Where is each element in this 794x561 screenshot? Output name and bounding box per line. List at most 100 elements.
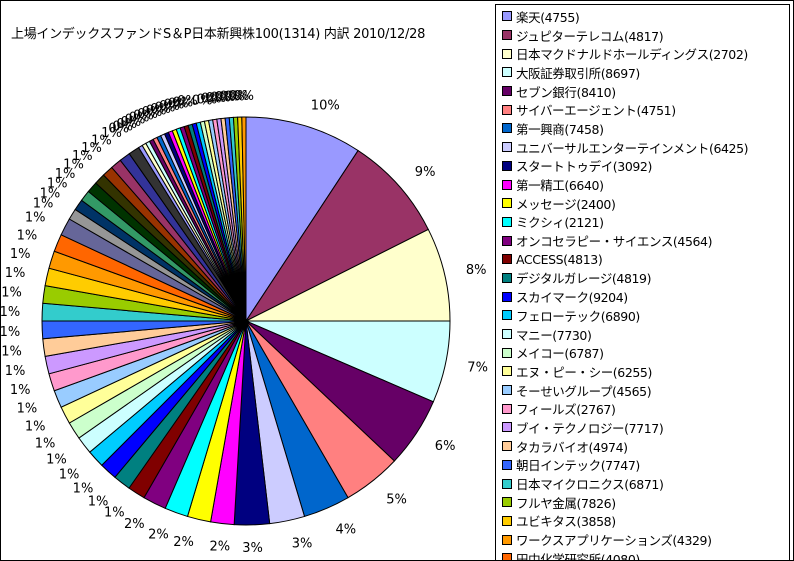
legend-label: フェローテック(6890) [516, 308, 640, 324]
legend-label: セブン銀行(8410) [516, 84, 616, 100]
pie-label-3: 8% [466, 263, 487, 278]
legend-item-29: ワークスアプリケーションズ(4329) [502, 530, 789, 549]
pie-label-other-24: 0% [168, 96, 189, 111]
pie-label-12: 2% [148, 527, 169, 542]
legend-label: 田中化学研究所(4080) [516, 551, 640, 560]
legend-label: ブイ・テクノロジー(7717) [516, 420, 664, 436]
pie-slice-2 [244, 149, 429, 323]
pie-label-other-13: 0% [120, 115, 141, 130]
legend-item-8: ユニバーサルエンターテインメント(6425) [502, 138, 789, 157]
legend-swatch [502, 235, 512, 246]
legend-label: メッセージ(2400) [516, 196, 616, 212]
legend-label: 第一興商(7458) [516, 121, 604, 137]
legend-swatch [502, 403, 512, 414]
pie-label-other-2: 1% [40, 186, 61, 201]
pie-label-9: 3% [242, 541, 263, 556]
pie-label-22: 1% [10, 383, 31, 398]
pie-label-20: 1% [25, 419, 46, 434]
pie-label-other-35: 0% [229, 89, 250, 104]
legend-swatch [502, 272, 512, 283]
pie-label-other-7: 1% [81, 141, 102, 156]
pie-label-other-28: 0% [196, 92, 217, 107]
legend-swatch [502, 385, 512, 396]
legend-item-21: そーせいグループ(4565) [502, 381, 789, 400]
legend-label: ジュピターテレコム(4817) [516, 28, 664, 44]
legend-item-27: フルヤ金属(7826) [502, 493, 789, 512]
pie-label-30: 1% [17, 229, 38, 244]
legend-label: ミクシィ(2121) [516, 215, 604, 231]
legend-swatch [502, 366, 512, 377]
pie-label-other-5: 1% [63, 158, 84, 173]
pie-label-4: 7% [467, 361, 488, 376]
legend-label: タカラバイオ(4974) [516, 439, 628, 455]
pie-label-14: 1% [104, 506, 125, 521]
legend-item-22: フィールズ(2767) [502, 399, 789, 418]
pie-label-15: 1% [88, 494, 109, 509]
legend-swatch [502, 553, 512, 560]
legend: 楽天(4755) ジュピターテレコム(4817) 日本マクドナルドホールディングス(… [495, 4, 790, 560]
legend-label: そーせいグループ(4565) [516, 383, 652, 399]
legend-item-5: セブン銀行(8410) [502, 82, 789, 101]
legend-label: オンコセラピー・サイエンス(4564) [516, 234, 713, 250]
legend-swatch [502, 515, 512, 526]
legend-item-18: マニー(7730) [502, 325, 789, 344]
legend-item-26: 日本マイクロニクス(6871) [502, 474, 789, 493]
pie-label-other-22: 0% [159, 99, 180, 114]
pie-label-other-14: 0% [125, 113, 146, 128]
pie-label-11: 2% [173, 535, 194, 550]
pie-label-21: 1% [17, 402, 38, 417]
legend-item-15: デジタルガレージ(4819) [502, 269, 789, 288]
pie-label-31: 1% [25, 211, 46, 226]
legend-swatch [502, 104, 512, 115]
legend-swatch [502, 142, 512, 153]
pie-label-other-10: 0% [108, 122, 129, 137]
pie-label-13: 2% [124, 517, 145, 532]
legend-swatch [502, 534, 512, 545]
legend-item-25: 朝日インテック(7747) [502, 456, 789, 475]
legend-swatch [502, 160, 512, 171]
legend-item-3: 日本マクドナルドホールディングス(2702) [502, 44, 789, 63]
legend-swatch [502, 347, 512, 358]
legend-item-20: エヌ・ピー・シー(6255) [502, 362, 789, 381]
pie-label-other-8: 1% [91, 133, 112, 148]
legend-item-6: サイバーエージェント(4751) [502, 100, 789, 119]
legend-label: ACCESS(4813) [516, 251, 603, 267]
pie-label-other-34: 0% [224, 89, 245, 104]
legend-swatch [502, 254, 512, 265]
pie-label-other-12: 0% [116, 117, 137, 132]
legend-label: スカイマーク(9204) [516, 290, 628, 306]
pie-slice-other-36 [241, 116, 247, 322]
legend-label: 楽天(4755) [516, 9, 580, 25]
pie-label-other-19: 0% [146, 103, 167, 118]
legend-swatch [502, 310, 512, 321]
pie-label-2: 9% [415, 165, 436, 180]
pie-label-other-27: 0% [192, 93, 213, 108]
legend-item-24: タカラバイオ(4974) [502, 437, 789, 456]
legend-swatch [502, 441, 512, 452]
pie-label-other-23: 0% [164, 98, 185, 113]
legend-label: ワークスアプリケーションズ(4329) [516, 533, 712, 549]
legend-swatch [502, 86, 512, 97]
pie-label-29: 1% [10, 247, 31, 262]
pie-label-28: 1% [5, 266, 26, 281]
legend-label: スタートトゥデイ(3092) [516, 159, 652, 175]
legend-item-11: メッセージ(2400) [502, 194, 789, 213]
legend-item-28: ユビキタス(3858) [502, 512, 789, 531]
legend-item-9: スタートトゥデイ(3092) [502, 157, 789, 176]
legend-item-1: 楽天(4755) [502, 7, 789, 26]
pie-label-other-6: 1% [72, 149, 93, 164]
pie-label-24: 1% [1, 345, 22, 360]
legend-item-13: オンコセラピー・サイエンス(4564) [502, 231, 789, 250]
pie-label-other-18: 0% [142, 105, 163, 120]
pie-label-other-11: 0% [112, 119, 133, 134]
legend-label: メイコー(6787) [516, 346, 604, 362]
pie-label-18: 1% [46, 453, 67, 468]
pie-label-23: 1% [5, 364, 26, 379]
pie-label-other-32: 0% [215, 90, 236, 105]
legend-item-4: 大阪証券取引所(8697) [502, 63, 789, 82]
legend-label: デジタルガレージ(4819) [516, 271, 652, 287]
legend-swatch [502, 497, 512, 508]
chart-title: 上場インデックスファンドS＆P日本新興株100(1314) 内訳 2010/12… [11, 27, 426, 42]
legend-item-19: メイコー(6787) [502, 343, 789, 362]
